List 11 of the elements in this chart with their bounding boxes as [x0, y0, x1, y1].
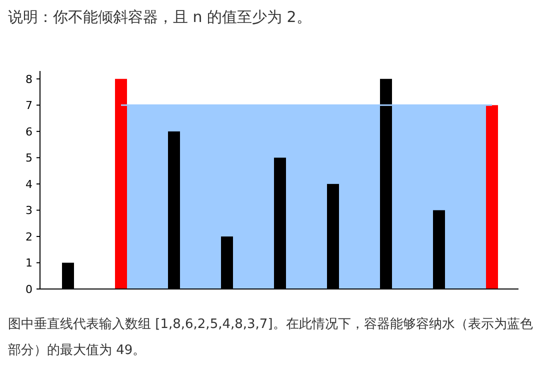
- y-tick-label: 1: [26, 256, 32, 270]
- y-tick-label: 7: [26, 99, 32, 112]
- y-tick-label: 3: [26, 204, 32, 218]
- y-tick-label: 0: [26, 283, 32, 296]
- text: 图中垂直线代表输入数组 [1,8,6,2,5,4,8,3,7]。在此情况下，容器能够容纳水（表示为蓝色部分）的最大值为 49。: [8, 316, 534, 360]
- y-tick-label: 4: [26, 178, 32, 191]
- y-tick-label: 5: [26, 152, 32, 165]
- chart-title: 说明：你不能倾斜容器，且 n 的值至少为 2。: [8, 8, 312, 27]
- y-tick-label: 2: [26, 230, 32, 244]
- y-tick-label: 8: [26, 72, 32, 86]
- y-tick-label: 6: [26, 125, 32, 138]
